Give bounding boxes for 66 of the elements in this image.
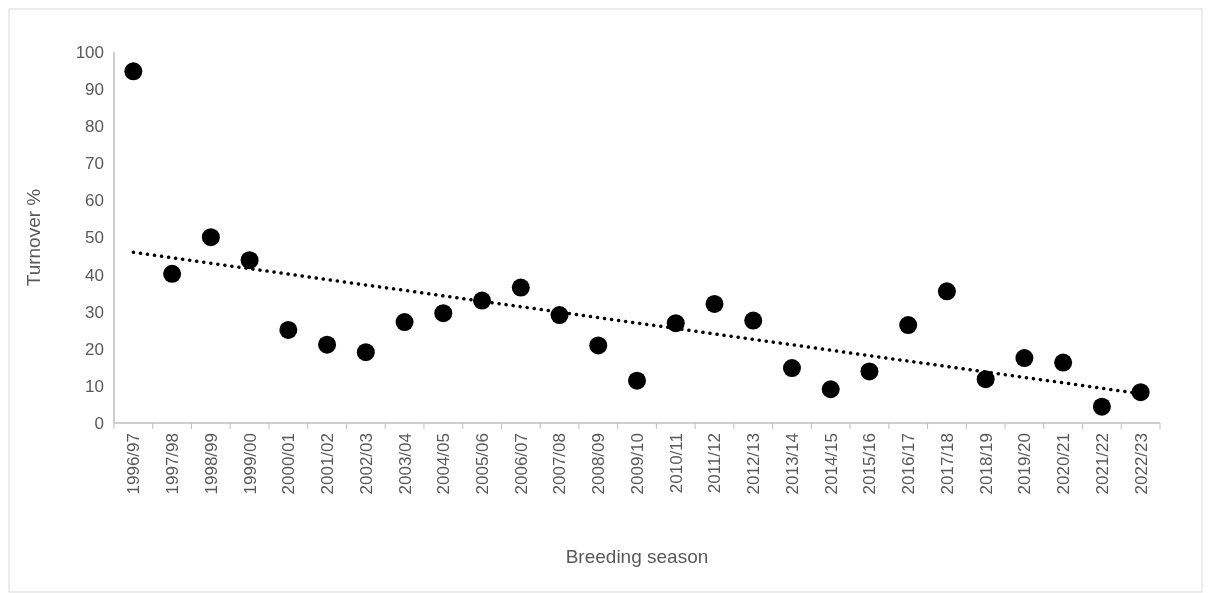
point bbox=[124, 62, 143, 81]
point bbox=[473, 291, 492, 310]
point bbox=[899, 316, 918, 335]
point bbox=[201, 228, 220, 247]
point bbox=[705, 294, 724, 313]
x-tick-label: 1998/99 bbox=[201, 433, 221, 495]
x-tick-label: 2017/18 bbox=[937, 433, 957, 495]
x-tick-label: 2003/04 bbox=[395, 433, 415, 495]
point bbox=[511, 278, 530, 297]
y-tick-label: 20 bbox=[85, 339, 104, 359]
x-tick-label: 2004/05 bbox=[434, 433, 454, 495]
point bbox=[937, 282, 956, 301]
x-tick-label: 2015/16 bbox=[860, 433, 880, 495]
point bbox=[163, 264, 182, 283]
y-tick-label: 90 bbox=[85, 80, 104, 100]
point bbox=[318, 335, 337, 354]
point bbox=[1015, 349, 1034, 368]
point bbox=[860, 362, 879, 381]
x-tick-label: 1997/98 bbox=[163, 433, 183, 495]
x-tick-label: 2018/19 bbox=[976, 433, 996, 495]
y-tick-label: 10 bbox=[85, 376, 104, 396]
x-tick-label: 2005/06 bbox=[472, 433, 492, 495]
x-tick-label: 2009/10 bbox=[627, 433, 647, 495]
point bbox=[434, 304, 453, 323]
y-tick-label: 40 bbox=[85, 265, 104, 285]
point bbox=[821, 380, 840, 399]
x-axis-title: Breeding season bbox=[565, 546, 709, 567]
point bbox=[279, 320, 298, 339]
x-tick-label: 2000/01 bbox=[279, 433, 299, 495]
x-tick-label: 2016/17 bbox=[899, 433, 919, 495]
x-tick-label: 2020/21 bbox=[1054, 433, 1074, 495]
point bbox=[782, 359, 801, 378]
point bbox=[666, 314, 685, 333]
x-tick-label: 2001/02 bbox=[318, 433, 338, 495]
x-tick-label: 2011/12 bbox=[705, 433, 725, 494]
point bbox=[356, 343, 375, 362]
x-tick-label: 1999/00 bbox=[240, 433, 260, 495]
x-tick-label: 2013/14 bbox=[782, 433, 802, 495]
y-tick-label: 0 bbox=[94, 413, 104, 433]
y-tick-label: 70 bbox=[85, 154, 104, 174]
point bbox=[1131, 383, 1150, 402]
y-tick-label: 60 bbox=[85, 191, 104, 211]
point bbox=[744, 311, 763, 330]
x-tick-label: 2007/08 bbox=[550, 433, 570, 495]
point bbox=[1054, 353, 1073, 372]
y-tick-label: 30 bbox=[85, 302, 104, 322]
point bbox=[1092, 397, 1111, 416]
y-axis-title: Turnover % bbox=[23, 188, 44, 287]
x-tick-label: 2002/03 bbox=[356, 433, 376, 495]
point bbox=[589, 336, 608, 355]
y-tick-label: 100 bbox=[75, 42, 104, 62]
point bbox=[395, 313, 414, 332]
x-tick-label: 2010/11 bbox=[666, 433, 686, 494]
x-tick-label: 2008/09 bbox=[589, 433, 609, 495]
x-tick-label: 2019/20 bbox=[1015, 433, 1035, 495]
y-tick-label: 80 bbox=[85, 117, 104, 137]
x-tick-label: 2006/07 bbox=[511, 433, 531, 495]
x-tick-label: 2014/15 bbox=[821, 433, 841, 495]
point bbox=[240, 251, 259, 270]
x-tick-label: 2022/23 bbox=[1131, 433, 1151, 495]
x-tick-label: 2021/22 bbox=[1092, 433, 1112, 495]
y-tick-label: 50 bbox=[85, 228, 104, 248]
point bbox=[976, 370, 995, 389]
x-tick-label: 2012/13 bbox=[744, 433, 764, 495]
x-tick-label: 1996/97 bbox=[124, 433, 144, 495]
point bbox=[628, 371, 646, 390]
